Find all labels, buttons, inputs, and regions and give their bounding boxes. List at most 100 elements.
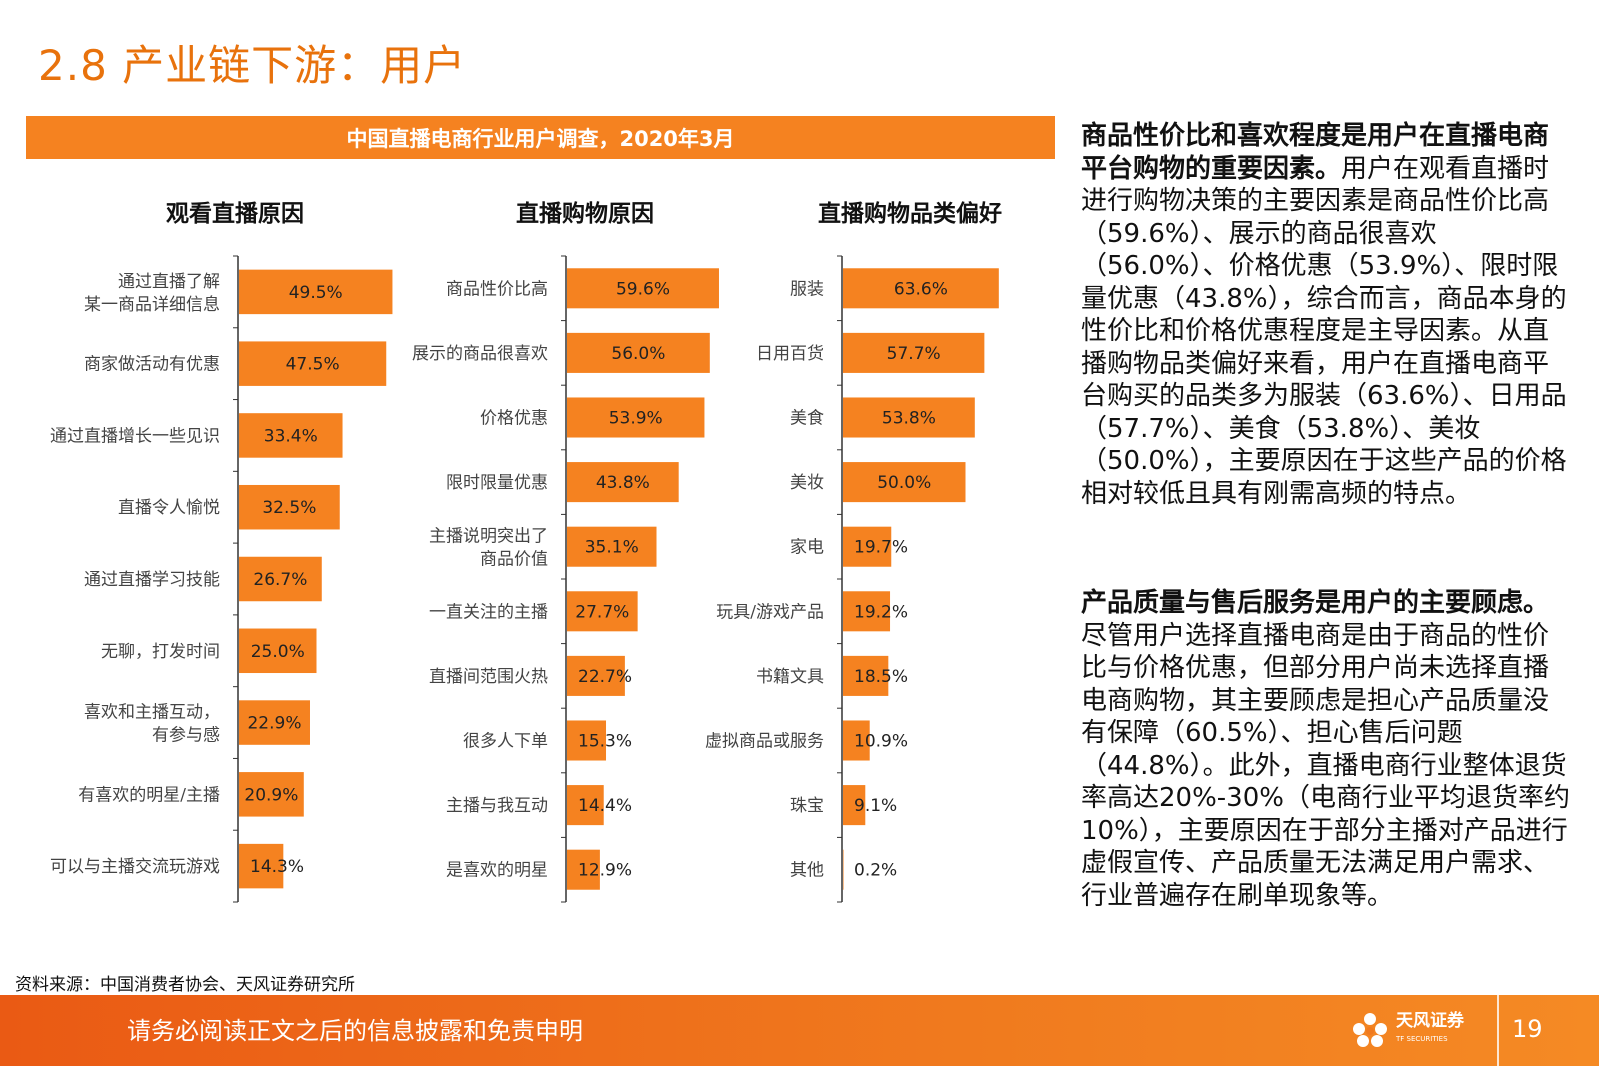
watch-category-label: 商家做活动有优惠	[84, 355, 220, 375]
watch-bar	[239, 484, 340, 530]
category-category-label: 玩具/游戏产品	[716, 602, 824, 622]
category-bar	[843, 655, 889, 696]
category-value-label: 10.9%	[854, 732, 908, 752]
source-note: 资料来源：中国消费者协会、天风证券研究所	[15, 975, 355, 995]
analysis-paragraph-1-body: 用户在观看直播时进行购物决策的主要因素是商品性价比高（59.6%）、展示的商品很…	[1081, 153, 1567, 509]
shop-category-label: 展示的商品很喜欢	[412, 344, 548, 364]
watch-value-label: 26.7%	[253, 570, 307, 590]
category-value-label: 19.7%	[854, 538, 908, 558]
category-bar	[843, 268, 999, 309]
shop-category-label: 价格优惠	[480, 409, 548, 429]
shop-category-label: 主播与我互动	[446, 796, 548, 816]
page-number: 19	[1512, 1015, 1543, 1043]
shop-value-label: 14.4%	[578, 796, 632, 816]
watch-bar	[239, 269, 393, 315]
category-category-label: 珠宝	[790, 796, 824, 816]
watch-value-label: 14.3%	[250, 857, 304, 877]
page-title: 2.8 产业链下游：用户	[38, 41, 467, 90]
logo-subtitle: TF SECURITIES	[1396, 1035, 1448, 1043]
shop-category-label: 主播说明突出了商品价值	[429, 527, 548, 570]
watch-category-label: 直播令人愉悦	[118, 498, 220, 518]
category-value-label: 9.1%	[854, 796, 897, 816]
shop-category-label: 限时限量优惠	[446, 473, 548, 493]
category-bar	[843, 397, 975, 438]
watch-category-label: 通过直播增长一些见识	[50, 426, 220, 446]
shop-bar	[567, 655, 625, 696]
watch-value-label: 49.5%	[289, 283, 343, 303]
watch-value-label: 25.0%	[251, 642, 305, 662]
category-value-label: 19.2%	[854, 602, 908, 622]
category-bar	[843, 849, 844, 890]
shop-value-label: 15.3%	[578, 732, 632, 752]
category-bar	[843, 720, 870, 761]
watch-value-label: 32.5%	[262, 498, 316, 518]
shop-category-label: 直播间范围火热	[429, 667, 548, 687]
category-category-label: 日用百货	[756, 344, 824, 364]
shop-value-label: 53.9%	[609, 409, 663, 429]
chart-title-shopping-reasons: 直播购物原因	[516, 201, 654, 227]
watch-bar	[239, 772, 304, 817]
category-value-label: 50.0%	[877, 473, 931, 493]
shop-bar	[567, 332, 710, 373]
category-bar	[843, 785, 866, 826]
category-category-label: 其他	[790, 861, 824, 881]
category-category-label: 美食	[790, 409, 824, 429]
watch-category-label: 通过直播学习技能	[84, 570, 220, 590]
watch-value-label: 47.5%	[286, 355, 340, 375]
logo-name: 天风证券	[1396, 1011, 1464, 1031]
category-category-label: 美妆	[790, 473, 824, 493]
chart-title-category-preference: 直播购物品类偏好	[818, 201, 1002, 227]
watch-category-label: 有喜欢的明星/主播	[78, 785, 220, 805]
watch-bar	[239, 341, 387, 386]
shop-value-label: 22.7%	[578, 667, 632, 687]
analysis-paragraph-2-heading: 产品质量与售后服务是用户的主要顾虑。	[1081, 588, 1550, 618]
shop-category-label: 很多人下单	[463, 732, 548, 752]
flower-logo-icon	[1353, 1013, 1387, 1047]
shop-bar	[567, 785, 604, 826]
chart-banner: 中国直播电商行业用户调查，2020年3月	[26, 116, 1055, 159]
analysis-paragraph-1: 商品性价比和喜欢程度是用户在直播电商平台购物的重要因素。用户在观看直播时进行购物…	[1081, 120, 1571, 510]
shop-bar	[567, 720, 607, 761]
category-category-label: 书籍文具	[756, 667, 824, 687]
shop-bar	[567, 849, 600, 890]
watch-value-label: 20.9%	[244, 785, 298, 805]
watch-bar	[239, 413, 343, 458]
analysis-paragraph-1-heading: 商品性价比和喜欢程度是用户在直播电商平台购物的重要因素。	[1081, 121, 1550, 184]
watch-bar	[239, 700, 310, 745]
category-value-label: 53.8%	[882, 409, 936, 429]
shop-bar	[567, 268, 719, 309]
company-logo: 天风证券 TF SECURITIES	[1350, 1005, 1490, 1055]
shop-value-label: 12.9%	[578, 861, 632, 881]
category-value-label: 57.7%	[887, 344, 941, 364]
shop-value-label: 59.6%	[616, 279, 670, 299]
category-bar	[843, 591, 891, 632]
shop-value-label: 27.7%	[575, 602, 629, 622]
watch-bar	[239, 556, 322, 602]
watch-bar	[239, 628, 317, 674]
shop-value-label: 56.0%	[611, 344, 665, 364]
shop-category-label: 商品性价比高	[446, 279, 548, 299]
category-category-label: 服装	[790, 279, 824, 299]
watch-value-label: 22.9%	[247, 714, 301, 734]
category-bar	[843, 332, 985, 373]
analysis-paragraph-2: 产品质量与售后服务是用户的主要顾虑。尽管用户选择直播电商是由于商品的性价比与价格…	[1081, 587, 1571, 912]
category-value-label: 18.5%	[854, 667, 908, 687]
disclaimer-text: 请务必阅读正文之后的信息披露和免责申明	[127, 1017, 583, 1045]
shop-bar	[567, 462, 679, 503]
category-bar	[843, 462, 966, 503]
shop-category-label: 一直关注的主播	[429, 602, 548, 622]
shop-bar	[567, 397, 705, 438]
watch-category-label: 喜欢和主播互动，有参与感	[84, 703, 220, 746]
chart-title-watch-reasons: 观看直播原因	[166, 201, 304, 227]
watch-category-label: 无聊，打发时间	[101, 642, 220, 662]
category-category-label: 家电	[790, 538, 824, 558]
category-bar	[843, 526, 892, 567]
watch-bar	[239, 843, 284, 889]
watch-category-label: 可以与主播交流玩游戏	[50, 857, 220, 877]
shop-value-label: 35.1%	[585, 538, 639, 558]
shop-category-label: 是喜欢的明星	[446, 861, 548, 881]
watch-category-label: 通过直播了解某一商品详细信息	[84, 272, 220, 315]
shop-value-label: 43.8%	[596, 473, 650, 493]
category-value-label: 0.2%	[854, 861, 897, 881]
bar-charts: 49.5% 通过直播了解某一商品详细信息 47.5% 商家做活动有优惠 33.4% 通过直…	[50, 255, 999, 903]
